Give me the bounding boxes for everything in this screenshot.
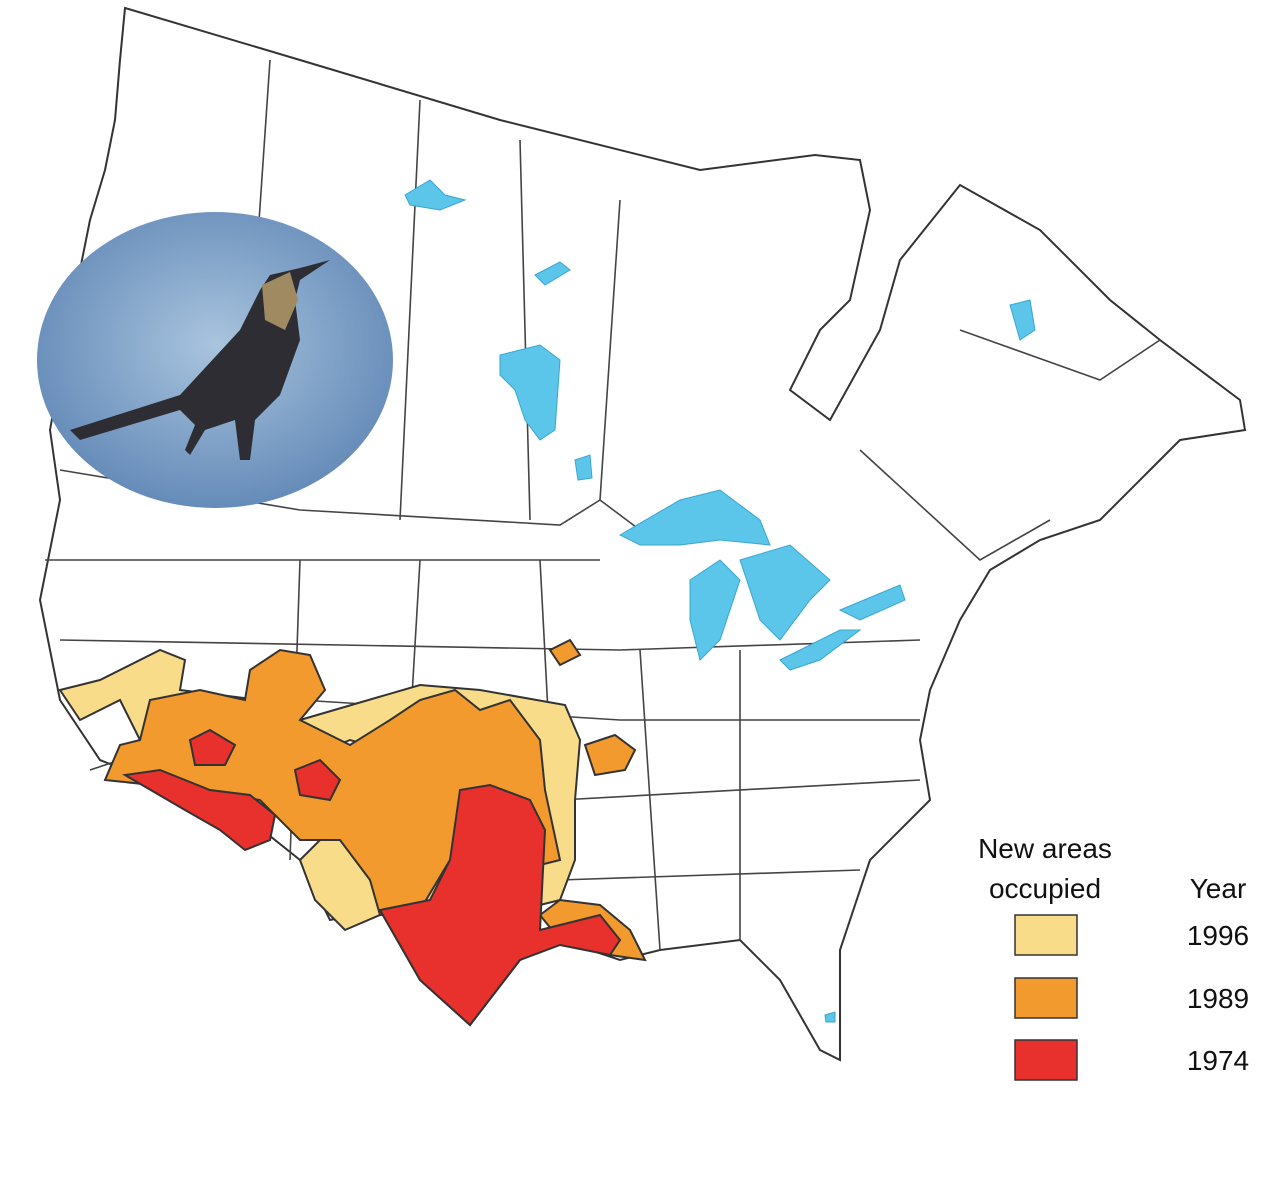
legend-year: 1974	[1187, 1045, 1249, 1076]
legend-title: occupied	[989, 873, 1101, 904]
legend-year-heading: Year	[1190, 873, 1247, 904]
legend-swatch	[1014, 1039, 1078, 1081]
legend-year: 1989	[1187, 983, 1249, 1014]
lakes	[404, 179, 1036, 1023]
legend-swatch	[1014, 914, 1078, 956]
legend-year: 1996	[1187, 920, 1249, 951]
bird-photo	[37, 212, 393, 508]
legend: New areas occupied Year 1996 1989 1974	[978, 833, 1249, 1081]
legend-title: New areas	[978, 833, 1112, 864]
legend-swatch	[1014, 977, 1078, 1019]
range-regions	[58, 638, 647, 1027]
